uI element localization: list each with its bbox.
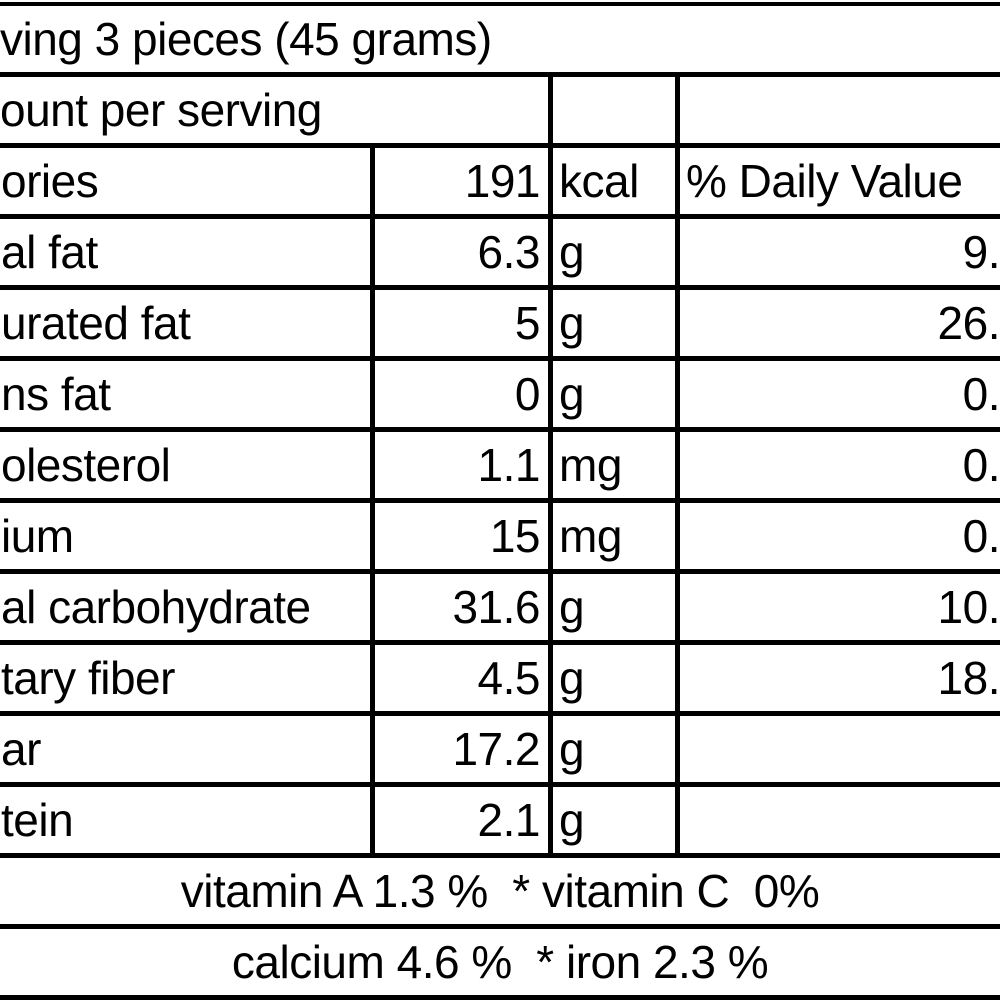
nutrient-amount: 0 <box>375 361 553 427</box>
nutrient-label: urated fat <box>0 290 375 356</box>
row-calories: ories 191 kcal % Daily Value <box>0 148 1000 219</box>
vitamins-text: vitamin A 1.3 % * vitamin C 0% <box>180 865 820 917</box>
row-cholesterol: olesterol 1.1 mg 0. <box>0 432 1000 503</box>
row-total-carbohydrate: al carbohydrate 31.6 g 10. <box>0 574 1000 645</box>
row-sugar: ar 17.2 g <box>0 716 1000 787</box>
row-sodium: ium 15 mg 0. <box>0 503 1000 574</box>
nutrient-amount: 5 <box>375 290 553 356</box>
row-saturated-fat: urated fat 5 g 26. <box>0 290 1000 361</box>
empty-daily-value-cell <box>680 77 1000 143</box>
nutrient-unit: g <box>553 219 680 285</box>
nutrient-unit: kcal <box>553 148 680 214</box>
nutrient-unit: g <box>553 787 680 853</box>
serving-size-row: ving 3 pieces (45 grams) <box>0 6 1000 77</box>
empty-unit-cell <box>553 77 680 143</box>
nutrient-label: ns fat <box>0 361 375 427</box>
nutrient-amount: 6.3 <box>375 219 553 285</box>
nutrient-unit: g <box>553 716 680 782</box>
nutrient-label: olesterol <box>0 432 375 498</box>
row-dietary-fiber: tary fiber 4.5 g 18. <box>0 645 1000 716</box>
nutrient-amount: 15 <box>375 503 553 569</box>
nutrient-amount: 17.2 <box>375 716 553 782</box>
row-total-fat: al fat 6.3 g 9. <box>0 219 1000 290</box>
nutrient-label: al carbohydrate <box>0 574 375 640</box>
nutrient-unit: g <box>553 290 680 356</box>
nutrient-daily-value: 9. <box>962 226 1000 278</box>
nutrient-daily-value: 0. <box>962 510 1000 562</box>
row-protein: tein 2.1 g <box>0 787 1000 858</box>
nutrient-label: ar <box>0 716 375 782</box>
nutrient-unit: g <box>553 574 680 640</box>
nutrient-amount: 4.5 <box>375 645 553 711</box>
nutrient-label: ium <box>0 503 375 569</box>
nutrient-unit: g <box>553 361 680 427</box>
nutrient-amount: 31.6 <box>375 574 553 640</box>
minerals-row: calcium 4.6 % * iron 2.3 % <box>0 929 1000 1000</box>
nutrient-daily-value: 10. <box>937 581 1000 633</box>
daily-value-header: % Daily Value <box>686 155 963 207</box>
nutrient-unit: mg <box>553 432 680 498</box>
nutrient-daily-value <box>680 716 1000 782</box>
amount-per-serving-text: ount per serving <box>0 77 553 143</box>
nutrient-label: ories <box>0 148 375 214</box>
nutrient-daily-value: 0. <box>962 439 1000 491</box>
amount-per-serving-row: ount per serving <box>0 77 1000 148</box>
nutrient-daily-value: 18. <box>937 652 1000 704</box>
vitamins-row: vitamin A 1.3 % * vitamin C 0% <box>0 858 1000 929</box>
nutrient-label: tein <box>0 787 375 853</box>
nutrient-label: tary fiber <box>0 645 375 711</box>
minerals-text: calcium 4.6 % * iron 2.3 % <box>231 936 769 988</box>
nutrient-amount: 1.1 <box>375 432 553 498</box>
nutrient-amount: 2.1 <box>375 787 553 853</box>
nutrient-daily-value <box>680 787 1000 853</box>
row-trans-fat: ns fat 0 g 0. <box>0 361 1000 432</box>
nutrient-unit: mg <box>553 503 680 569</box>
nutrient-label: al fat <box>0 219 375 285</box>
nutrient-amount: 191 <box>375 148 553 214</box>
nutrient-unit: g <box>553 645 680 711</box>
nutrient-daily-value: 26. <box>937 297 1000 349</box>
nutrient-daily-value: 0. <box>962 368 1000 420</box>
serving-size-text: ving 3 pieces (45 grams) <box>0 13 492 65</box>
